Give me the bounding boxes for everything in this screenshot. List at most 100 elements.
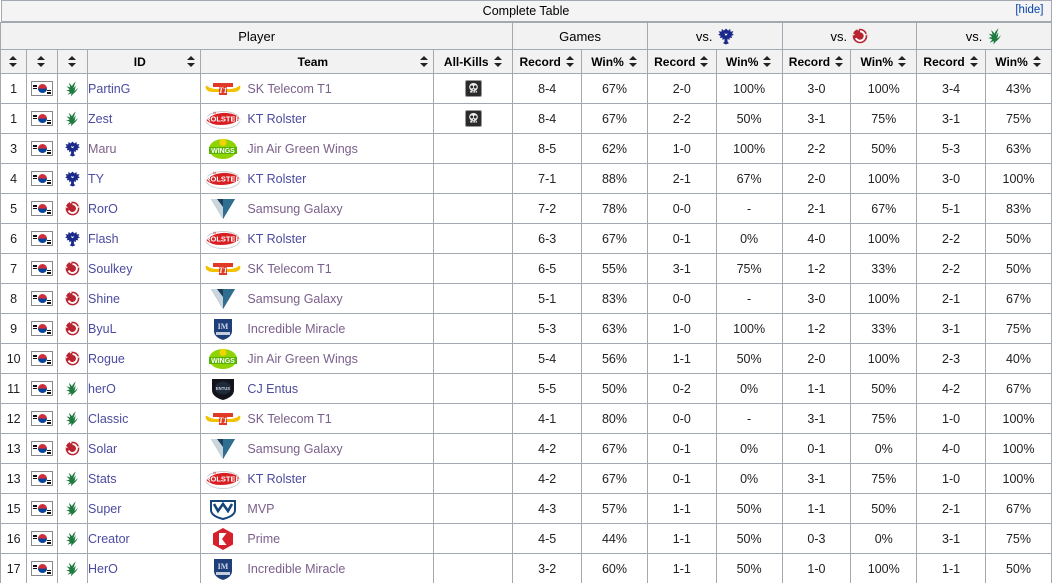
cell-terran-win: 100% (715, 133, 783, 164)
cell-games-record: 5-4 (512, 343, 583, 374)
team-link[interactable]: KT Rolster (247, 231, 307, 246)
player-link[interactable]: RorO (88, 201, 118, 216)
team-link[interactable]: SK Telecom T1 (247, 411, 332, 426)
team-link[interactable]: Jin Air Green Wings (247, 351, 358, 366)
col-header-rank[interactable] (0, 49, 28, 74)
terran-icon (64, 171, 80, 187)
col-header-zerg-record[interactable]: Record (781, 49, 852, 74)
hide-link[interactable]: [hide] (1015, 4, 1044, 16)
sort-icon-id[interactable] (187, 55, 196, 68)
col-header-terran-record[interactable]: Record (646, 49, 717, 74)
sort-icon-zerg-win[interactable] (898, 55, 907, 68)
sort-icon-games-win[interactable] (628, 55, 638, 68)
player-link[interactable]: Solar (88, 441, 118, 456)
sort-icon-race[interactable] (67, 55, 77, 68)
col-header-team[interactable]: Team (200, 49, 435, 74)
player-link[interactable]: Stats (88, 471, 117, 486)
sort-icon-team[interactable] (420, 55, 429, 68)
sort-icon-protoss-win[interactable] (1032, 55, 1042, 68)
cell-all-kills (433, 163, 514, 194)
player-link[interactable]: Soulkey (88, 261, 133, 276)
player-link[interactable]: Flash (88, 231, 119, 246)
terran-win-value: 100% (733, 81, 766, 96)
team-link[interactable]: Jin Air Green Wings (247, 141, 358, 156)
team-logo-samsung (211, 438, 236, 459)
flag-icon-kr (30, 201, 53, 217)
team-link[interactable]: Prime (247, 531, 281, 546)
sort-icon-zerg-record[interactable] (835, 55, 844, 68)
sort-icon-games-record[interactable] (565, 55, 575, 68)
team-link[interactable]: SK Telecom T1 (247, 261, 332, 276)
team-link[interactable]: KT Rolster (247, 471, 307, 486)
col-header-games-record[interactable]: Record (512, 49, 583, 74)
protoss-record-value: 5-1 (942, 201, 961, 216)
player-link[interactable]: Rogue (88, 351, 125, 366)
cell-zerg-win: 100% (850, 223, 918, 254)
team-link[interactable]: KT Rolster (247, 171, 307, 186)
terran-record-value: 1-0 (672, 321, 691, 336)
cell-id: Super (87, 493, 202, 524)
team-link[interactable]: CJ Entus (247, 381, 299, 396)
team-link[interactable]: Samsung Galaxy (247, 201, 343, 216)
sort-icon-allkills[interactable] (493, 55, 503, 68)
cell-race (56, 433, 89, 464)
sort-icon-terran-record[interactable] (700, 55, 709, 68)
col-header-race[interactable] (56, 49, 89, 74)
games-win-value: 78% (601, 201, 627, 216)
rank-value: 16 (6, 531, 21, 546)
player-link[interactable]: Classic (88, 411, 129, 426)
cell-terran-record: 1-1 (646, 343, 717, 374)
team-logo: T1 (201, 409, 245, 429)
sort-icon-rank[interactable] (9, 55, 18, 68)
team-link[interactable]: Samsung Galaxy (247, 291, 343, 306)
protoss-record-value: 2-2 (942, 261, 961, 276)
team-link[interactable]: SK Telecom T1 (247, 81, 332, 96)
terran-win-value: 0% (740, 381, 759, 396)
team-link[interactable]: KT Rolster (247, 111, 307, 126)
flag-icon-kr (30, 171, 53, 187)
protoss-icon (65, 530, 79, 547)
cell-terran-record: 1-1 (646, 493, 717, 524)
cell-terran-win: 0% (715, 433, 783, 464)
player-link[interactable]: Shine (88, 291, 121, 306)
zerg-record-value: 1-2 (807, 321, 826, 336)
sort-icon-terran-win[interactable] (763, 55, 772, 68)
group-label-vs-terran: vs. (695, 28, 713, 44)
team-logo: T1 (201, 259, 245, 279)
col-header-allkills[interactable]: All-Kills (433, 49, 514, 74)
player-link[interactable]: PartinG (88, 81, 131, 96)
col-header-protoss-win[interactable]: Win% (985, 49, 1052, 74)
player-link[interactable]: Zest (88, 111, 113, 126)
player-link[interactable]: ByuL (88, 321, 117, 336)
col-header-protoss-record[interactable]: Record (916, 49, 987, 74)
col-header-zerg-win[interactable]: Win% (850, 49, 918, 74)
col-header-country[interactable] (26, 49, 58, 74)
team-link[interactable]: Samsung Galaxy (247, 441, 343, 456)
player-link[interactable]: Creator (88, 531, 130, 546)
terran-record-value: 0-0 (672, 291, 691, 306)
player-link[interactable]: HerO (88, 561, 118, 576)
col-header-games-win[interactable]: Win% (581, 49, 648, 74)
team-link[interactable]: Incredible Miracle (247, 321, 346, 336)
player-link[interactable]: Maru (88, 141, 117, 156)
games-record-value: 3-2 (538, 561, 557, 576)
sort-icon-protoss-record[interactable] (969, 55, 979, 68)
col-header-terran-win[interactable]: Win% (715, 49, 783, 74)
team-link[interactable]: MVP (247, 501, 275, 516)
cell-country (26, 523, 58, 554)
player-link[interactable]: Super (88, 501, 122, 516)
sort-icon-country[interactable] (37, 55, 46, 68)
rank-value: 17 (6, 561, 21, 576)
cell-terran-win: - (715, 283, 783, 314)
cell-team: WINGS Jin Air Green Wings (200, 343, 435, 374)
col-header-games-win-label: Win% (591, 54, 624, 69)
player-link[interactable]: herO (88, 381, 116, 396)
games-win-value: 60% (601, 561, 627, 576)
team-link[interactable]: Incredible Miracle (247, 561, 346, 576)
player-link[interactable]: TY (88, 171, 105, 186)
cell-protoss-record: 1-1 (916, 553, 987, 583)
rank-value: 11 (7, 381, 21, 396)
cell-protoss-record: 3-1 (916, 103, 987, 134)
col-header-id[interactable]: ID (87, 49, 202, 74)
